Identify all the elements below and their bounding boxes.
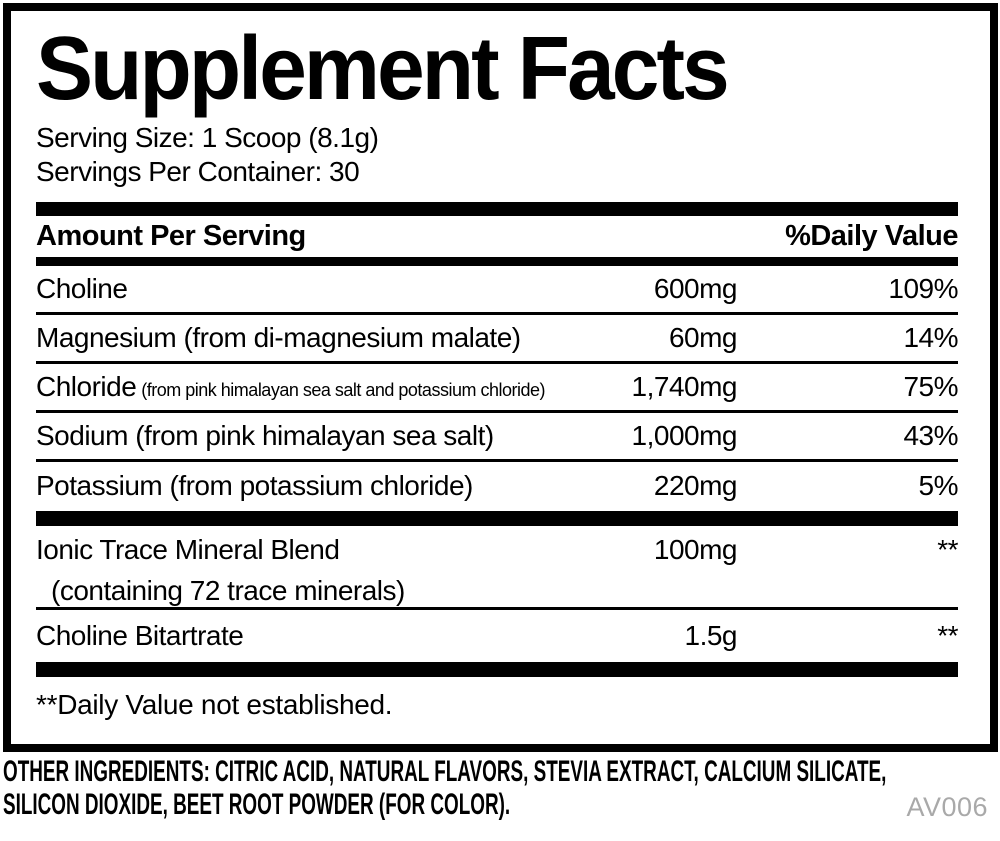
nutrients-table: Choline 600mg 109% Magnesium (from di-ma… xyxy=(36,266,959,677)
nutrient-row: Potassium (from potassium chloride) 220m… xyxy=(36,462,959,511)
nutrient-name: Choline xyxy=(36,273,617,305)
nutrient-row: Ionic Trace Mineral Blend (containing 72 … xyxy=(36,526,959,610)
other-ingredients-line-2: SILICON DIOXIDE, BEET ROOT POWDER (FOR C… xyxy=(3,788,511,821)
nutrient-amount: 1.5g xyxy=(684,619,738,651)
daily-value-header: %Daily Value xyxy=(785,219,958,252)
serving-size: Serving Size: 1 Scoop (8.1g) xyxy=(36,121,379,153)
nutrient-name-text: Sodium (from pink himalayan sea salt) xyxy=(36,419,494,451)
nutrient-name-text: Choline xyxy=(36,272,128,304)
nutrient-row: Chloride (from pink himalayan sea salt an… xyxy=(36,364,959,413)
nutrient-row: Sodium (from pink himalayan sea salt) 1,… xyxy=(36,413,959,462)
nutrient-row: Magnesium (from di-magnesium malate) 60m… xyxy=(36,315,959,364)
table-header-row: Amount Per Serving %Daily Value xyxy=(36,216,958,266)
nutrient-daily-value: 14% xyxy=(903,321,958,353)
nutrient-daily-value: 43% xyxy=(903,419,958,451)
nutrient-name: Magnesium (from di-magnesium malate) xyxy=(36,322,617,354)
nutrient-row: Choline 600mg 109% xyxy=(36,266,959,315)
serving-info: Serving Size: 1 Scoop (8.1g) Servings Pe… xyxy=(36,121,958,189)
panel-title: Supplement Facts xyxy=(36,19,730,119)
amount-per-serving-header: Amount Per Serving xyxy=(36,219,306,252)
nutrient-daily-value: ** xyxy=(937,533,958,565)
nutrient-name: Sodium (from pink himalayan sea salt) xyxy=(36,420,617,452)
nutrient-daily-value: 75% xyxy=(903,370,958,402)
thick-divider xyxy=(36,661,958,677)
other-ingredients-line-1: OTHER INGREDIENTS: CITRIC ACID, NATURAL … xyxy=(3,755,887,788)
nutrient-row: Choline Bitartrate 1.5g ** xyxy=(36,610,959,662)
nutrient-amount: 100mg xyxy=(653,533,738,565)
nutrient-name: Potassium (from potassium chloride) xyxy=(36,470,617,502)
nutrient-amount: 60mg xyxy=(668,321,738,353)
nutrient-name-text: Magnesium (from di-magnesium malate) xyxy=(36,321,521,353)
supplement-facts-panel: Supplement Facts Serving Size: 1 Scoop (… xyxy=(3,3,998,752)
nutrient-name-text: Potassium (from potassium chloride) xyxy=(36,470,473,501)
daily-value-footnote: **Daily Value not established. xyxy=(36,688,393,720)
nutrient-subtext: (containing 72 trace minerals) xyxy=(51,574,405,606)
label-footer: OTHER INGREDIENTS: CITRIC ACID, NATURAL … xyxy=(3,755,1000,822)
nutrient-note: (from pink himalayan sea salt and potass… xyxy=(141,379,545,400)
nutrient-amount: 220mg xyxy=(653,470,738,501)
nutrient-name: Chloride (from pink himalayan sea salt an… xyxy=(36,371,617,403)
nutrient-name: Choline Bitartrate xyxy=(36,620,617,652)
nutrient-name-text: Choline Bitartrate xyxy=(36,619,244,651)
thick-divider xyxy=(36,510,958,526)
nutrient-amount: 1,000mg xyxy=(631,419,738,451)
nutrient-daily-value: 5% xyxy=(918,470,959,501)
nutrient-name: Ionic Trace Mineral Blend (containing 72 … xyxy=(36,534,617,607)
product-code: AV006 xyxy=(906,792,988,822)
servings-per-container: Servings Per Container: 30 xyxy=(36,155,360,187)
nutrient-daily-value: 109% xyxy=(888,272,958,304)
thick-divider xyxy=(36,201,958,216)
nutrient-daily-value: ** xyxy=(937,619,958,651)
nutrient-amount: 1,740mg xyxy=(631,370,738,402)
nutrient-name-text: Chloride xyxy=(36,370,137,402)
nutrient-name-text: Ionic Trace Mineral Blend xyxy=(36,533,340,565)
nutrient-amount: 600mg xyxy=(653,272,738,304)
